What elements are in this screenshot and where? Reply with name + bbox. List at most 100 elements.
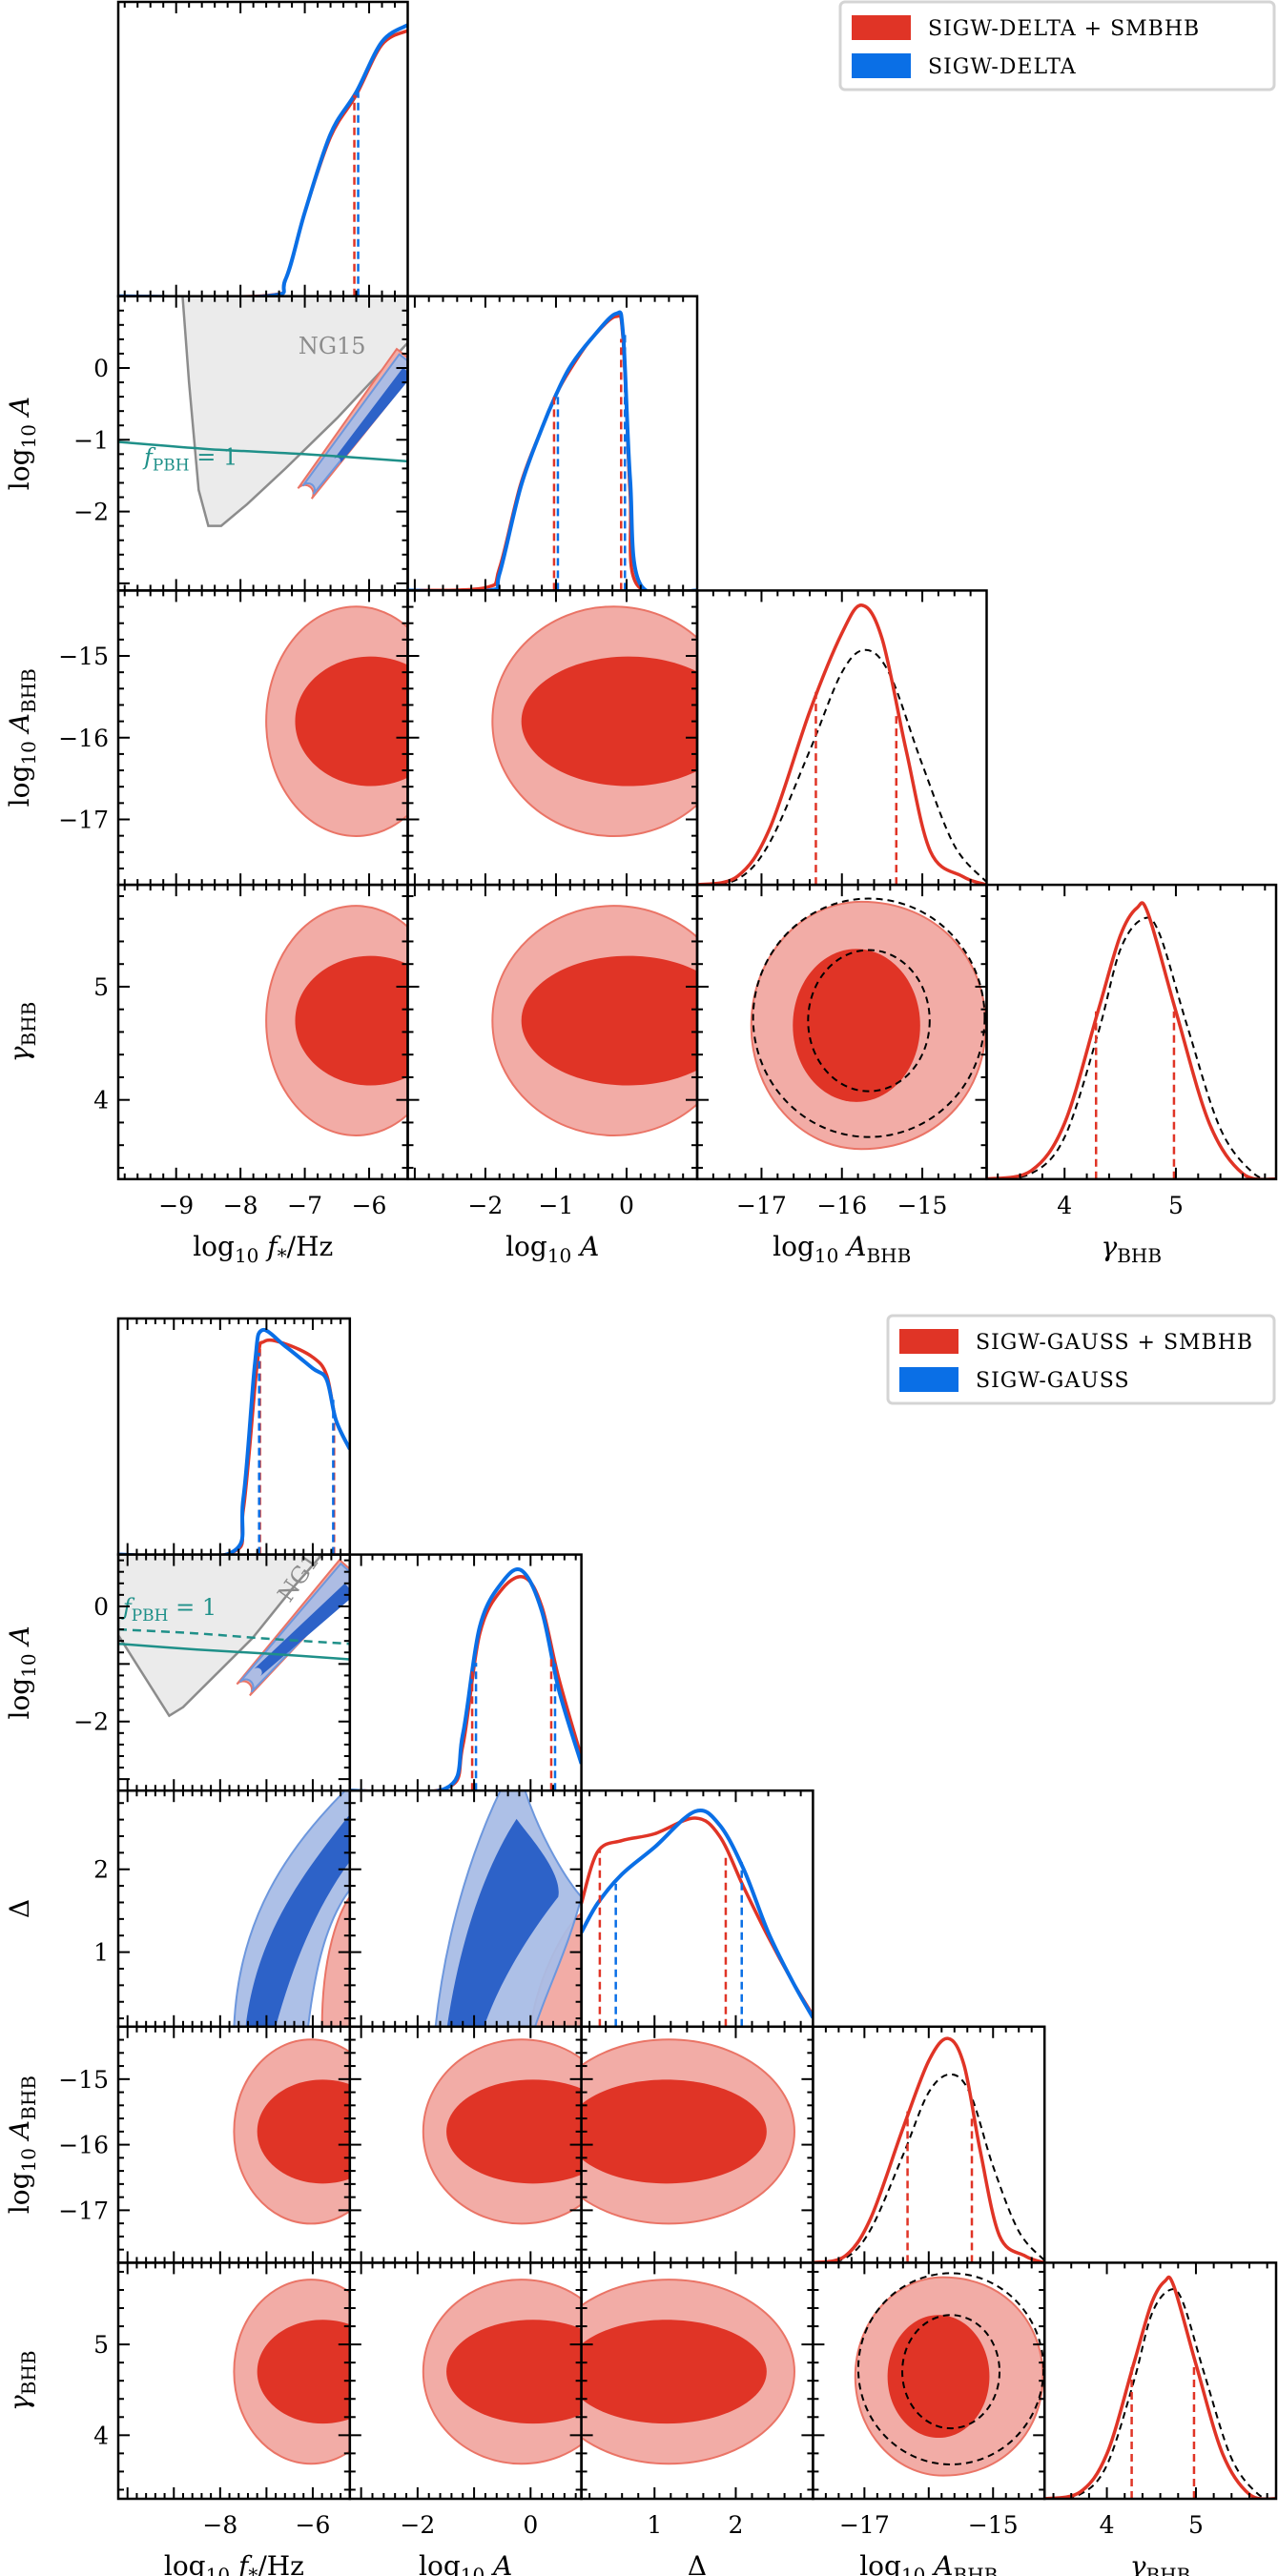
panel-content	[581, 1809, 814, 2027]
posterior-region-red-1sigma	[581, 2079, 767, 2184]
panel-g-vs-D	[580, 2261, 814, 2501]
panel-content	[233, 2279, 350, 2465]
posterior-curve-red	[407, 314, 697, 591]
corner-plot-sigw-delta: NG15 fPBH = 1 −9 −8 −7 −6 log10 f*/Hz −2 −1 0 log1…	[4, 0, 1278, 1267]
y-axis-label-A: log10 A	[4, 397, 40, 490]
y-tick-label: −17	[58, 2197, 109, 2224]
legend-box	[886, 1314, 1276, 1405]
posterior-region-red-1sigma	[446, 2079, 582, 2184]
posterior-curve-red	[1044, 2275, 1276, 2499]
posterior-region-red-1sigma	[257, 2320, 350, 2424]
panel-g-vs-f	[116, 2261, 352, 2501]
y-tick-label: 0	[93, 1593, 109, 1621]
panel-content	[697, 603, 987, 886]
panel-Abhb-vs-D	[580, 2025, 814, 2264]
panel-ticks	[1052, 2262, 1268, 2499]
panel-content	[422, 2279, 582, 2465]
x-tick-label: 4	[1057, 1192, 1072, 1219]
x-tick-label: −8	[223, 1192, 258, 1219]
posterior-curve-blue	[407, 310, 697, 591]
panel-ticks	[117, 2262, 351, 2499]
x-axis-label-f: log10 f*/Hz	[164, 2550, 304, 2576]
panel-content	[233, 2038, 350, 2225]
x-tick-label: 0	[523, 2511, 538, 2539]
x-tick-label: 0	[619, 1192, 634, 1219]
posterior-region-red-1sigma	[295, 656, 408, 787]
y-tick-label: 4	[93, 2422, 109, 2449]
posterior-curve-blue	[349, 1567, 582, 1791]
fpbh-label: fPBH = 1	[121, 1594, 216, 1625]
fpbh-line	[118, 440, 408, 463]
panel-g-vs-f	[116, 883, 409, 1181]
panel-g-vs-A	[348, 2261, 583, 2501]
x-axis-label-Abhb: log10 ABHB	[859, 2550, 998, 2576]
panel-g-vs-g	[985, 883, 1278, 1181]
legend-swatch-1	[899, 1367, 958, 1392]
posterior-region-red-1sigma	[521, 656, 697, 787]
y-tick-label: −16	[58, 2132, 109, 2159]
prior-curve	[813, 2073, 1045, 2263]
panel-f-vs-f	[116, 1317, 352, 1556]
panel-content	[750, 897, 987, 1151]
legend-label-0: SIGW-GAUSS + SMBHB	[976, 1331, 1253, 1355]
panel-g-vs-g	[1042, 2261, 1278, 2501]
panel-content	[349, 1567, 582, 1791]
panel-frame	[116, 0, 409, 297]
prior-curve	[697, 648, 987, 886]
posterior-region-blue-1sigma	[334, 367, 408, 464]
panel-frame	[406, 295, 699, 592]
posterior-curve-blue	[118, 1327, 350, 1555]
panel-Abhb-vs-f	[116, 2025, 352, 2264]
panel-A-vs-f: NG15 fPBH = 1	[116, 295, 409, 592]
x-tick-label: −9	[158, 1192, 194, 1219]
y-tick-label: −2	[73, 499, 109, 526]
y-tick-label: −2	[73, 1708, 109, 1736]
y-tick-label: 5	[93, 973, 109, 1001]
panel-content	[813, 2036, 1045, 2263]
x-tick-label: 5	[1188, 2511, 1204, 2539]
panel-content	[491, 605, 697, 837]
panel-content	[118, 1327, 350, 1555]
posterior-region-blue-1sigma	[446, 1818, 559, 2027]
panel-frame	[116, 1317, 352, 1556]
panel-A-vs-A	[406, 295, 699, 592]
posterior-curve-red	[118, 1338, 350, 1555]
x-axis-label-g: γBHB	[1101, 1231, 1162, 1267]
panel-content	[986, 901, 1276, 1179]
prior-contour-2sigma	[752, 897, 986, 1138]
posterior-curve-red	[697, 603, 987, 886]
y-tick-label: −15	[58, 2066, 109, 2094]
panel-ticks	[413, 296, 698, 591]
panel-ticks	[812, 2262, 1046, 2499]
y-axis-label-g: γBHB	[4, 1002, 40, 1063]
fpbh-label: fPBH = 1	[142, 444, 237, 476]
panel-ticks	[117, 1319, 351, 1555]
x-axis-label-A: log10 A	[505, 1231, 599, 1267]
posterior-region-red-1sigma	[581, 2320, 767, 2424]
ng15-region	[181, 296, 408, 527]
panel-ticks	[117, 2025, 351, 2264]
x-tick-label: −7	[287, 1192, 322, 1219]
panel-content	[265, 905, 408, 1136]
fpbh-dashed-line	[118, 1627, 350, 1646]
panel-content	[581, 2038, 795, 2225]
panel-content	[854, 2272, 1045, 2477]
posterior-curve-red	[813, 2036, 1045, 2263]
panel-content	[1044, 2275, 1276, 2499]
panel-content	[118, 23, 408, 296]
x-tick-label: −6	[352, 1192, 387, 1219]
x-tick-label: −6	[296, 2511, 331, 2539]
x-axis-label-Abhb: log10 ABHB	[773, 1231, 911, 1267]
y-tick-label: 5	[93, 2331, 109, 2359]
panel-Abhb-vs-A	[348, 2025, 583, 2264]
x-tick-label: −17	[736, 1192, 787, 1219]
x-tick-label: 1	[647, 2511, 662, 2539]
panel-content	[434, 1790, 582, 2027]
panel-content	[407, 310, 697, 591]
y-tick-label: 0	[93, 355, 109, 382]
x-axis-label-f: log10 f*/Hz	[193, 1231, 333, 1267]
